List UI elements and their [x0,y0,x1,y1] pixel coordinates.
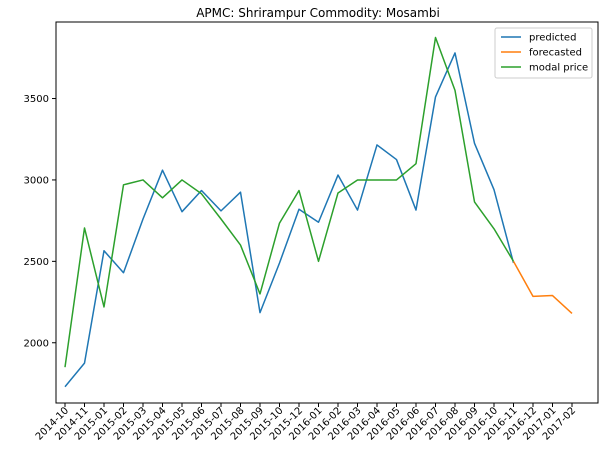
y-tick-label: 3500 [24,94,49,105]
chart-title: APMC: Shrirampur Commodity: Mosambi [196,6,440,20]
plot-area [55,21,599,404]
legend-label: modal price [529,63,588,74]
legend-box [494,27,593,79]
y-axis: 2000 2500 3000 3500 [24,94,56,349]
plot-frame [55,21,599,404]
y-tick-label: 2500 [24,257,49,268]
series-line-modal-price [64,36,515,368]
x-axis: 2014-102014-112015-012015-022015-032015-… [34,403,578,443]
legend-label: forecasted [529,48,582,59]
series-line-forecasted [512,260,573,315]
y-tick-label: 3000 [24,175,49,186]
series-line-predicted [64,52,515,388]
series-layer [64,36,573,388]
legend-label: predicted [529,33,576,44]
y-tick-label: 2000 [24,338,49,349]
legend: predicted forecasted modal price [494,27,593,79]
